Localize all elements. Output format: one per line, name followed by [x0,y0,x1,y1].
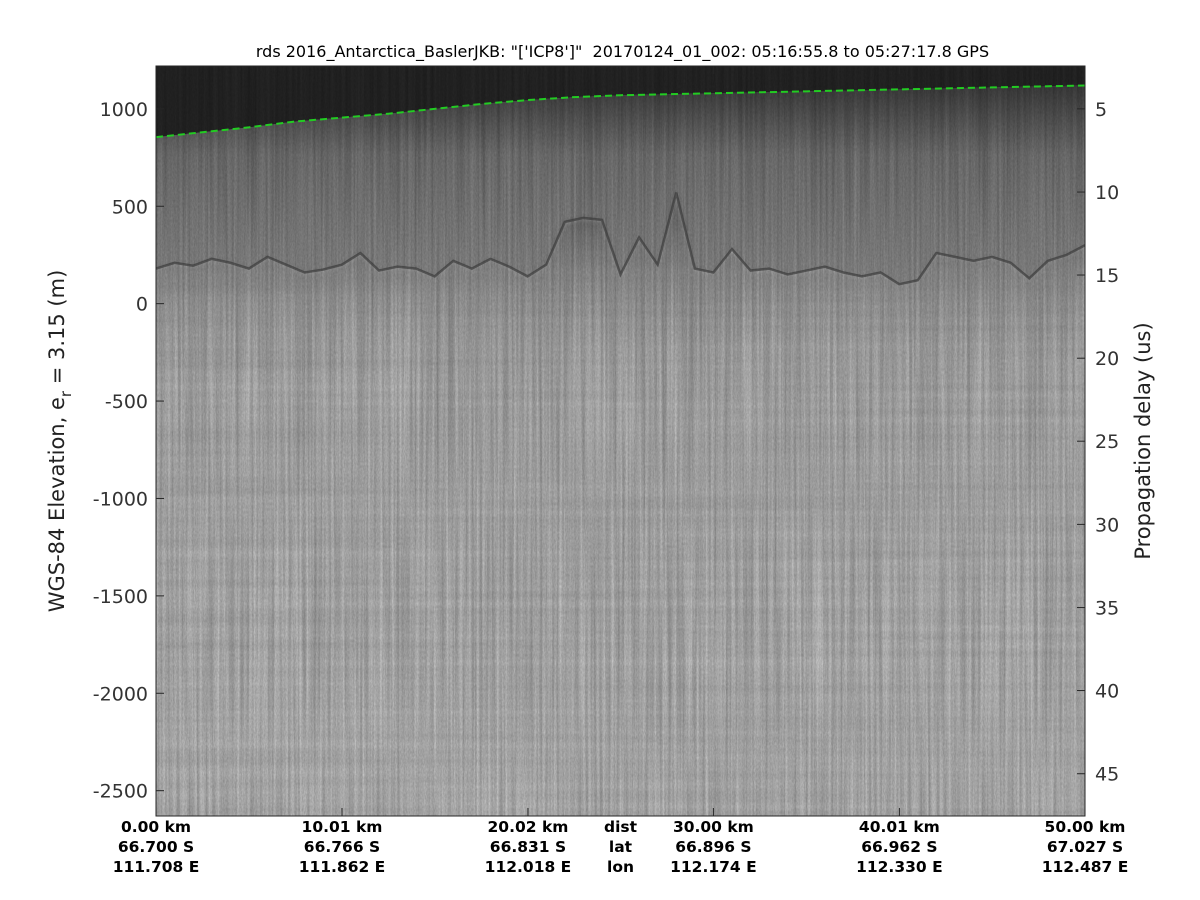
chart-title: rds 2016_Antarctica_BaslerJKB: "['ICP8']… [255,42,990,61]
y2-tick-label: 25 [1095,431,1119,453]
y-tick-label: -1500 [93,586,148,608]
x-tick-label: 40.01 km 66.962 S 112.330 E [829,817,969,877]
y2-tick-label: 30 [1095,514,1119,536]
y-tick-label: -2500 [93,781,148,803]
x-label-lon: lon [607,858,634,876]
x-label-dist: 0.00 km [120,818,192,836]
y-tick-label: 0 [136,294,148,316]
surface-trace-line [156,84,1085,139]
x-label-legend: dist lat lon [551,817,691,877]
y-tick-label: 500 [112,196,148,218]
x-axis-ticks [155,66,1086,816]
y2-tick-label: 5 [1095,99,1107,121]
x-label-lon: 112.174 E [670,858,757,876]
x-tick-label: 30.00 km 66.896 S 112.174 E [643,817,783,877]
y2-axis-title: Propagation delay (us) [1131,322,1155,559]
y-tick-label: -2000 [93,683,148,705]
x-label-lat: 66.962 S [861,838,938,856]
y2-tick-label: 20 [1095,348,1119,370]
y-tick-label: -1000 [93,488,148,510]
x-label-dist: 50.00 km [1044,818,1126,836]
x-label-lat: lat [608,838,633,856]
x-tick-label: 50.00 km 67.027 S 112.487 E [1015,817,1155,877]
bed-reflector [156,192,1085,286]
x-label-lon: 111.862 E [298,858,386,876]
x-label-lat: 66.831 S [489,838,567,856]
x-label-lat: 66.700 S [117,838,195,856]
x-label-dist: 30.00 km [672,818,754,836]
y2-tick-label: 35 [1095,598,1119,620]
x-label-lat: 66.896 S [675,838,752,856]
x-label-lon: 112.330 E [856,858,943,876]
y-axis-title: WGS-84 Elevation, er = 3.15 (m) [45,270,75,613]
x-label-dist: 20.02 km [487,818,569,836]
x-label-dist: 10.01 km [301,818,383,836]
y2-tick-label: 40 [1095,681,1119,703]
x-label-dist: 40.01 km [858,818,940,836]
x-label-lon: 111.708 E [112,858,200,876]
x-label-lon: 112.018 E [484,858,572,876]
x-tick-label: 10.01 km 66.766 S 111.862 E [272,817,412,877]
x-label-lon: 112.487 E [1041,858,1129,876]
y-axis-right: 5 10 15 20 25 30 35 40 45 [1077,99,1119,786]
y-axis-left: 1000 500 0 -500 -1000 -1500 -2000 -2500 [93,99,164,803]
x-label-lat: 67.027 S [1046,838,1124,856]
echogram-image [156,66,1085,816]
y2-tick-label: 15 [1095,265,1119,287]
y-tick-label: -500 [105,391,148,413]
x-tick-label: 20.02 km 66.831 S 112.018 E [458,817,598,877]
x-tick-label: 0.00 km 66.700 S 111.708 E [86,817,226,877]
y2-tick-label: 10 [1095,182,1119,204]
x-label-lat: 66.766 S [303,838,381,856]
y2-tick-label: 45 [1095,764,1119,786]
y-tick-label: 1000 [100,99,148,121]
x-label-dist: dist [603,818,638,836]
